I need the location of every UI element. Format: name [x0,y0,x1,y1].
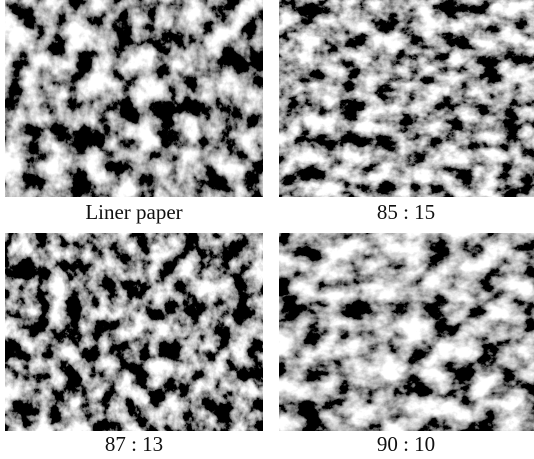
caption: 90 : 10 [377,432,435,456]
micrograph [5,233,263,431]
caption: 85 : 15 [377,200,435,224]
micrograph [279,0,534,197]
page: Liner paper 85 : 15 87 : 13 90 : 10 (() … [0,0,534,459]
micrograph [279,233,534,431]
caption: 87 : 13 [105,432,163,456]
figure: Liner paper 85 : 15 87 : 13 90 : 10 [0,0,534,459]
micrograph [5,0,263,197]
caption: Liner paper [85,200,182,224]
